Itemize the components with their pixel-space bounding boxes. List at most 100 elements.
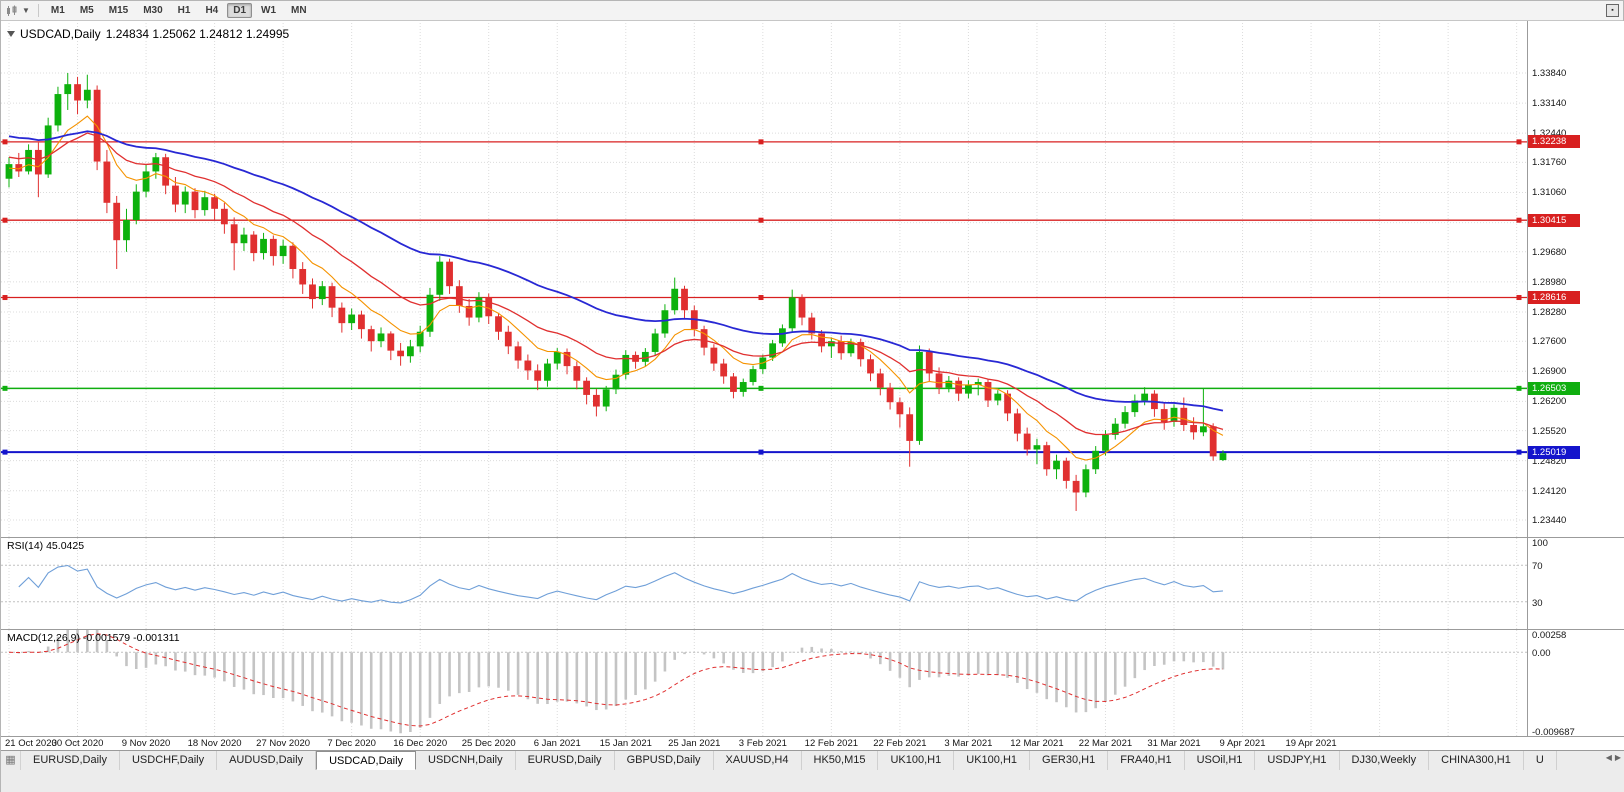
chart-tab-u[interactable]: U	[1523, 751, 1557, 770]
candle-body	[436, 261, 444, 295]
hline-handle[interactable]	[2, 449, 8, 455]
candle-body	[64, 84, 72, 95]
macd-signal-line	[8, 633, 1223, 727]
chart-tab-usdjpy-h1[interactable]: USDJPY,H1	[1255, 751, 1340, 770]
candle-body	[279, 245, 287, 257]
chart-type-icon[interactable]	[5, 5, 19, 17]
candle-body	[651, 333, 659, 352]
candle-body	[916, 351, 923, 441]
chart-tab-usdcnh-daily[interactable]: USDCNH,Daily	[416, 751, 516, 770]
candle-body	[250, 234, 258, 254]
candle-body	[1199, 426, 1207, 433]
chart-tab-dj30-weekly[interactable]: DJ30,Weekly	[1339, 751, 1430, 770]
chart-tab-usdcad-daily[interactable]: USDCAD,Daily	[316, 751, 417, 770]
candle-body	[847, 342, 855, 354]
date-axis-label: 6 Jan 2021	[533, 738, 581, 749]
candle-body	[1111, 423, 1119, 435]
hline-handle[interactable]	[2, 295, 8, 301]
candle-body	[211, 197, 218, 209]
hline-handle[interactable]	[758, 139, 764, 145]
timeframe-button-mn[interactable]: MN	[291, 5, 307, 16]
chart-tab-usdchf-daily[interactable]: USDCHF,Daily	[119, 751, 218, 770]
hline-handle[interactable]	[1516, 385, 1522, 391]
timeframe-button-h4[interactable]: H4	[205, 5, 219, 16]
hline-handle[interactable]	[1516, 217, 1522, 223]
date-axis[interactable]: 21 Oct 2020 30 Oct 2020 9 Nov 2020 18 Nov 2…	[1, 737, 1624, 750]
timeframe-button-m15[interactable]: M15	[108, 5, 129, 16]
chart-tab-hk50-m15[interactable]: HK50,M15	[801, 751, 879, 770]
candle-body	[83, 89, 91, 101]
candle-body	[524, 360, 532, 371]
timeframe-button-m5[interactable]: M5	[79, 5, 94, 16]
chart-tab-fra40-h1[interactable]: FRA40,H1	[1108, 751, 1185, 770]
date-axis-label: 12 Feb 2021	[804, 738, 859, 749]
candle-body	[1092, 450, 1100, 470]
candle-body	[720, 363, 728, 377]
chart-tab-gbpusd-daily[interactable]: GBPUSD,Daily	[614, 751, 714, 770]
tabbar-chart-icon[interactable]: ▦	[1, 751, 21, 770]
date-axis-label: 7 Dec 2020	[327, 738, 376, 749]
hline-handle[interactable]	[2, 385, 8, 391]
candle-body	[1209, 426, 1217, 457]
timeframe-button-m1[interactable]: M1	[50, 5, 65, 16]
candle-body	[309, 284, 316, 300]
candle-body	[573, 366, 581, 381]
hline-handle[interactable]	[758, 385, 764, 391]
chart-tab-ger30-h1[interactable]: GER30,H1	[1030, 751, 1109, 770]
timeframe-button-d1[interactable]: D1	[227, 3, 253, 18]
date-axis-label: 30 Oct 2020	[51, 738, 104, 749]
toolbar-mini-button[interactable]: ▪	[1606, 4, 1619, 17]
candle-body	[612, 374, 620, 390]
chart-canvas[interactable]	[1, 21, 1624, 737]
chart-tab-china300-h1[interactable]: CHINA300,H1	[1429, 751, 1524, 770]
hline-handle[interactable]	[1516, 449, 1522, 455]
candle-body	[495, 316, 502, 332]
timeframe-button-w1[interactable]: W1	[261, 5, 277, 16]
chart-tab-uk100-h1[interactable]: UK100,H1	[954, 751, 1031, 770]
hline-handle[interactable]	[2, 217, 8, 223]
date-axis-label: 9 Nov 2020	[121, 738, 171, 749]
chart-type-caret-icon[interactable]: ▼	[22, 6, 30, 15]
candle-body	[681, 288, 688, 311]
tab-scroll-right-button[interactable]: ▶	[1614, 753, 1621, 762]
chart-tab-eurusd-daily[interactable]: EURUSD,Daily	[21, 751, 120, 770]
chart-tab-uk100-h1[interactable]: UK100,H1	[878, 751, 955, 770]
hline-handle[interactable]	[758, 217, 764, 223]
candle-body	[906, 414, 914, 441]
candle-body	[886, 387, 894, 403]
candle-body	[103, 161, 111, 203]
date-axis-label: 18 Nov 2020	[187, 738, 242, 749]
chart-tab-xauusd-h4[interactable]: XAUUSD,H4	[713, 751, 802, 770]
candle-body	[426, 294, 434, 332]
candle-body	[1004, 393, 1011, 414]
chart-tab-eurusd-daily[interactable]: EURUSD,Daily	[515, 751, 615, 770]
chart-region[interactable]: USDCAD,Daily 1.24834 1.25062 1.24812 1.2…	[1, 21, 1624, 738]
hline-handle[interactable]	[758, 295, 764, 301]
candle-body	[867, 359, 874, 374]
candle-body	[318, 286, 326, 300]
candle-body	[5, 164, 13, 179]
candlestick-layer	[5, 73, 1227, 511]
candle-body	[1013, 413, 1021, 434]
chart-tab-audusd-daily[interactable]: AUDUSD,Daily	[217, 751, 317, 770]
hline-handle[interactable]	[758, 449, 764, 455]
candle-body	[602, 389, 610, 407]
timeframe-button-m30[interactable]: M30	[143, 5, 163, 16]
candle-body	[671, 288, 679, 311]
candle-body	[583, 380, 591, 395]
candle-body	[730, 376, 737, 392]
hline-handle[interactable]	[2, 139, 8, 145]
timeframe-button-h1[interactable]: H1	[177, 5, 191, 16]
candle-body	[328, 286, 336, 308]
hline-handle[interactable]	[1516, 295, 1522, 301]
ma-slow-line	[8, 130, 1224, 412]
candle-body	[387, 333, 395, 351]
candle-body	[172, 185, 179, 205]
candle-body	[25, 149, 32, 172]
tab-scroll-left-button[interactable]: ◀	[1605, 753, 1612, 762]
chart-tab-usoil-h1[interactable]: USOil,H1	[1184, 751, 1256, 770]
candle-body	[485, 297, 493, 317]
candle-body	[700, 329, 708, 348]
hline-handle[interactable]	[1516, 139, 1522, 145]
